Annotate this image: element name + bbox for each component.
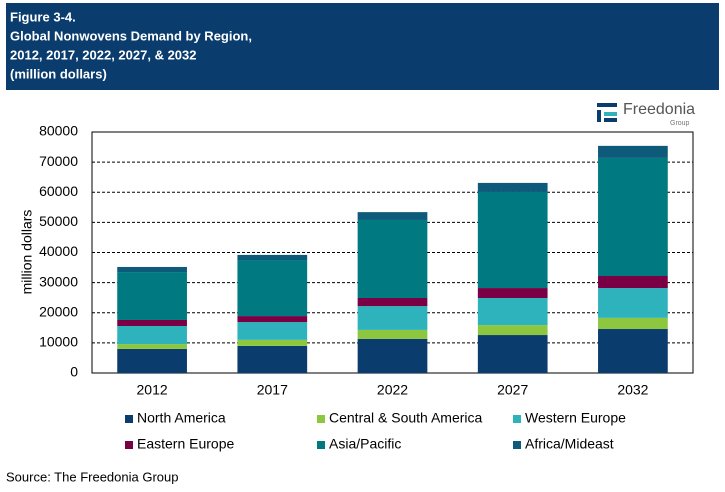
bar-segment [598, 317, 668, 330]
legend-label: North America [137, 410, 226, 426]
y-tick-label: 60000 [39, 183, 78, 199]
header-band [6, 3, 719, 90]
bar-segment [117, 348, 187, 373]
legend-label: Asia/Pacific [329, 436, 401, 452]
bar-segment [477, 288, 548, 298]
y-tick-label: 30000 [39, 273, 78, 289]
x-tick-label: 2032 [617, 382, 648, 398]
bar-segment [477, 335, 548, 373]
legend-swatch [317, 415, 325, 423]
x-tick-label: 2022 [377, 382, 408, 398]
legend-swatch [125, 441, 133, 449]
legend-swatch [513, 415, 521, 423]
bar-segment [237, 345, 308, 373]
title-line: 2012, 2017, 2022, 2027, & 2032 [10, 47, 197, 62]
bar-segment [357, 297, 428, 307]
y-tick-label: 0 [70, 364, 78, 380]
y-tick-label: 40000 [39, 243, 78, 259]
bar-segment [357, 338, 428, 373]
bar-segment [357, 329, 428, 339]
legend-label: Central & South America [329, 410, 483, 426]
bar-segment [598, 157, 668, 276]
legend-label: Western Europe [525, 410, 626, 426]
y-axis-label: million dollars [19, 210, 35, 295]
legend-label: Eastern Europe [137, 436, 234, 452]
x-tick-label: 2017 [257, 382, 288, 398]
x-tick-label: 2012 [137, 382, 168, 398]
bar-segment [598, 145, 668, 158]
legend-swatch [125, 415, 133, 423]
y-tick-label: 20000 [39, 303, 78, 319]
bar-segment [237, 339, 308, 346]
bar-segment [357, 219, 428, 298]
x-tick-label: 2027 [497, 382, 528, 398]
bar-segment [598, 329, 668, 373]
bar-segment [237, 254, 308, 261]
bar-segment [598, 288, 668, 318]
title-line: Global Nonwovens Demand by Region, [10, 28, 252, 43]
bar-segment [117, 272, 187, 320]
legend-swatch [317, 441, 325, 449]
bar-segment [117, 344, 187, 349]
bar-segment [477, 191, 548, 289]
y-tick-label: 80000 [39, 123, 78, 139]
title-line: Figure 3-4. [10, 9, 76, 24]
bar-segment [237, 322, 308, 340]
legend-swatch [513, 441, 521, 449]
logo-bar [597, 103, 617, 107]
bar-segment [477, 325, 548, 336]
logo-bar [604, 118, 617, 122]
y-tick-label: 70000 [39, 153, 78, 169]
bar-segment [357, 306, 428, 330]
y-tick-label: 10000 [39, 334, 78, 350]
legend-label: Africa/Mideast [525, 436, 614, 452]
y-tick-label: 50000 [39, 213, 78, 229]
logo-name: Freedonia [623, 101, 695, 118]
source: Source: The Freedonia Group [6, 469, 178, 484]
logo-bar [604, 112, 617, 116]
logo-sub: Group [670, 120, 690, 127]
bar-segment [357, 212, 428, 220]
bar-segment [237, 260, 308, 317]
bar-segment [477, 297, 548, 326]
title-line: (million dollars) [10, 66, 107, 81]
bar-segment [117, 319, 187, 327]
bar-segment [117, 326, 187, 345]
bar-segment [117, 266, 187, 273]
bar-segment [237, 316, 308, 323]
logo: Freedonia Group [597, 101, 695, 127]
logo-bar [597, 110, 601, 122]
bar-segment [477, 182, 548, 192]
bar-segment [598, 275, 668, 289]
